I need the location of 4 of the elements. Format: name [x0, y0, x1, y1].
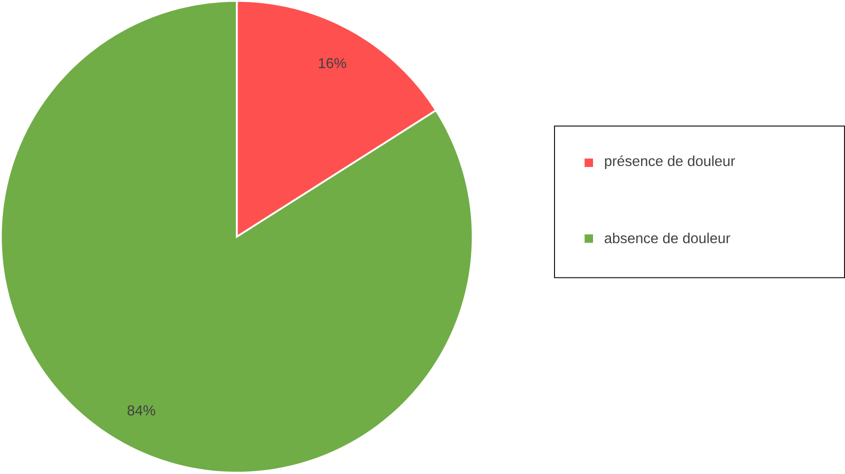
data-label: 84%	[128, 406, 156, 416]
data-label: 16%	[318, 58, 346, 68]
legend-label: absence de douleur	[604, 232, 730, 244]
legend-label: présence de douleur	[605, 156, 736, 170]
